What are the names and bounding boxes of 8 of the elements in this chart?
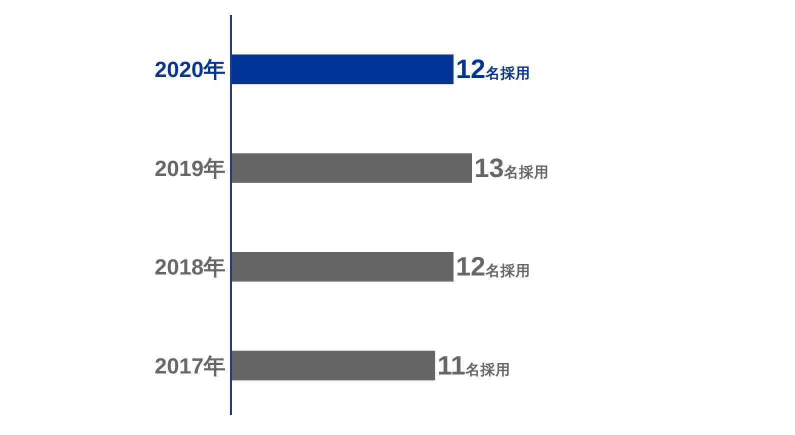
data-label: 13名採用 — [474, 152, 549, 183]
y-tick-label: 2020年 — [154, 57, 226, 82]
data-label: 12名採用 — [456, 252, 530, 282]
y-tick-label: 2019年 — [154, 156, 226, 181]
data-label: 12名採用 — [456, 54, 530, 84]
y-tick-label: 2017年 — [154, 353, 226, 378]
data-label: 11名採用 — [437, 350, 510, 380]
y-tick-label: 2018年 — [154, 254, 226, 280]
